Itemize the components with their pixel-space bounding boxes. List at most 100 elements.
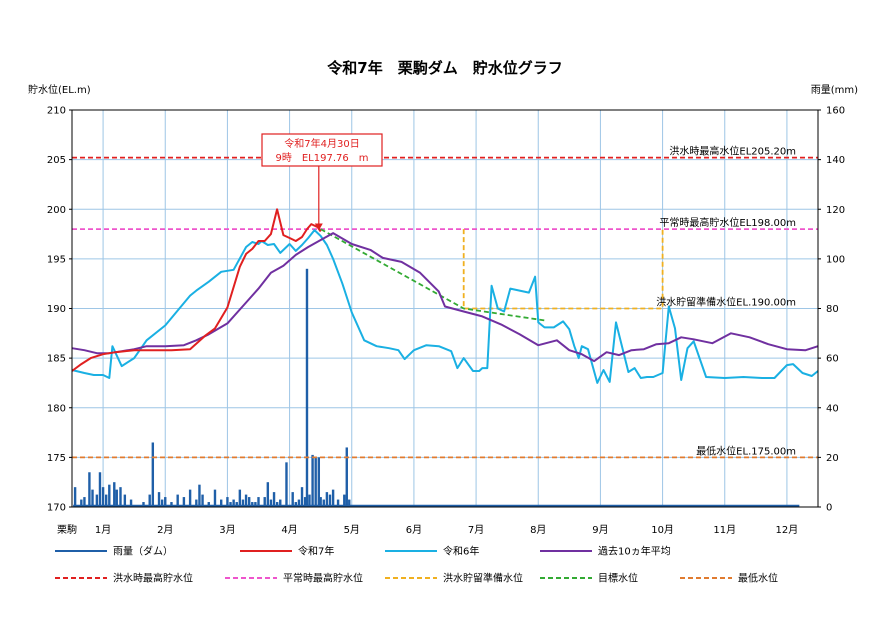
rain-bar xyxy=(311,454,314,507)
rain-bar xyxy=(348,499,351,507)
rain-bar xyxy=(148,494,151,507)
rain-bar xyxy=(198,484,201,507)
rain-bar xyxy=(263,497,266,507)
legend-label: 過去10ヵ年平均 xyxy=(598,545,671,558)
y-tick-label: 210 xyxy=(47,106,66,117)
month-tick-label: 4月 xyxy=(281,524,297,536)
rain-bar xyxy=(160,499,164,507)
rain-bar xyxy=(101,487,105,507)
callout-box xyxy=(261,133,383,167)
rain-bar xyxy=(254,502,257,507)
y2-tick-label: 60 xyxy=(826,354,839,365)
rain-bar xyxy=(238,489,242,507)
rain-bar xyxy=(285,462,288,507)
y-tick-label: 195 xyxy=(47,254,66,265)
y2-tick-label: 0 xyxy=(826,503,832,514)
legend-label: 洪水時最高貯水位 xyxy=(113,572,193,585)
month-tick-label: 6月 xyxy=(406,524,422,536)
rain-bar xyxy=(80,499,83,507)
rain-bar xyxy=(164,497,167,507)
rain-bar xyxy=(83,497,86,507)
rain-bar xyxy=(325,492,329,507)
rain-bar xyxy=(232,499,235,507)
series-lines xyxy=(71,156,819,459)
rain-bar xyxy=(319,497,322,507)
y-axis-label: 貯水位(EL.m) xyxy=(28,83,91,96)
y2-tick-label: 160 xyxy=(826,106,845,117)
rain-bar xyxy=(119,487,122,507)
rain-bar xyxy=(279,499,282,507)
rain-bar xyxy=(108,484,111,507)
rain-bar xyxy=(98,472,102,507)
callout-line-2: 9時 EL197.76 m xyxy=(276,152,369,164)
y2-tick-label: 20 xyxy=(826,453,839,464)
rain-bar xyxy=(251,502,254,507)
rain-bar xyxy=(345,447,348,507)
y2-axis-label: 雨量(mm) xyxy=(811,84,858,96)
month-tick-label: 9月 xyxy=(592,524,608,536)
rain-bar xyxy=(235,502,238,507)
rain-bar xyxy=(303,497,307,507)
rain-bar xyxy=(257,497,260,507)
rain-bar xyxy=(220,499,223,507)
rain-bar xyxy=(247,497,251,507)
rain-bar xyxy=(104,494,108,507)
reference-line-label: 洪水時最高水位EL205.20m xyxy=(669,145,796,158)
rain-bar xyxy=(305,268,309,507)
reference-line-label: 平常時最高貯水位EL198.00m xyxy=(659,216,796,229)
callout: 令和7年4月30日 9時 EL197.76 m xyxy=(261,133,383,231)
rain-bar xyxy=(300,487,304,507)
y2-tick-label: 80 xyxy=(826,304,839,315)
series-r7-line xyxy=(71,208,322,372)
month-tick-label: 5月 xyxy=(344,524,360,536)
rain-bar xyxy=(297,499,301,507)
rain-bar xyxy=(207,502,210,507)
legend-label: 最低水位 xyxy=(738,572,778,585)
rain-bar xyxy=(317,457,321,507)
rain-bar xyxy=(201,494,204,507)
legend-label: 令和7年 xyxy=(298,545,334,558)
rain-bar xyxy=(113,482,116,507)
y-tick-label: 175 xyxy=(47,453,66,464)
rain-bar xyxy=(226,497,229,507)
rain-bar xyxy=(291,492,294,507)
month-tick-label: 11月 xyxy=(713,524,736,536)
y-tick-label: 205 xyxy=(47,155,66,166)
rain-bar xyxy=(176,494,179,507)
rain-bar xyxy=(336,499,340,507)
y-tick-label: 170 xyxy=(47,503,66,514)
legend-label: 目標水位 xyxy=(598,572,638,585)
callout-line-1: 令和7年4月30日 xyxy=(284,137,359,150)
rain-bar xyxy=(129,499,133,507)
location-label: 栗駒 xyxy=(57,524,77,536)
series-target-line xyxy=(320,228,545,322)
rain-bar xyxy=(91,489,94,507)
y-tick-label: 190 xyxy=(47,304,66,315)
rain-bar xyxy=(229,502,232,507)
y-tick-label: 180 xyxy=(47,403,66,414)
reference-line-label: 最低水位EL.175.00m xyxy=(696,444,796,457)
rain-bar xyxy=(266,482,270,507)
rain-bar xyxy=(73,487,77,507)
rain-bar xyxy=(142,502,145,507)
rain-bar xyxy=(182,497,186,507)
month-tick-label: 12月 xyxy=(776,524,799,536)
month-tick-label: 8月 xyxy=(530,524,546,536)
rain-bar xyxy=(308,494,311,507)
rainfall-bars xyxy=(73,268,800,508)
legend-label: 洪水貯留準備水位 xyxy=(443,572,523,585)
y2-tick-label: 40 xyxy=(826,403,839,414)
rain-bar xyxy=(272,492,276,507)
legend-label: 令和6年 xyxy=(443,545,479,558)
series-prep-line xyxy=(462,229,664,310)
rain-bar xyxy=(331,489,335,507)
rain-bar xyxy=(123,494,127,507)
rain-bar xyxy=(343,494,346,507)
rain-bar xyxy=(241,499,245,507)
rain-bar xyxy=(151,442,155,507)
rain-bar xyxy=(322,499,325,507)
rain-bar xyxy=(188,489,192,507)
y2-tick-label: 140 xyxy=(826,155,845,166)
